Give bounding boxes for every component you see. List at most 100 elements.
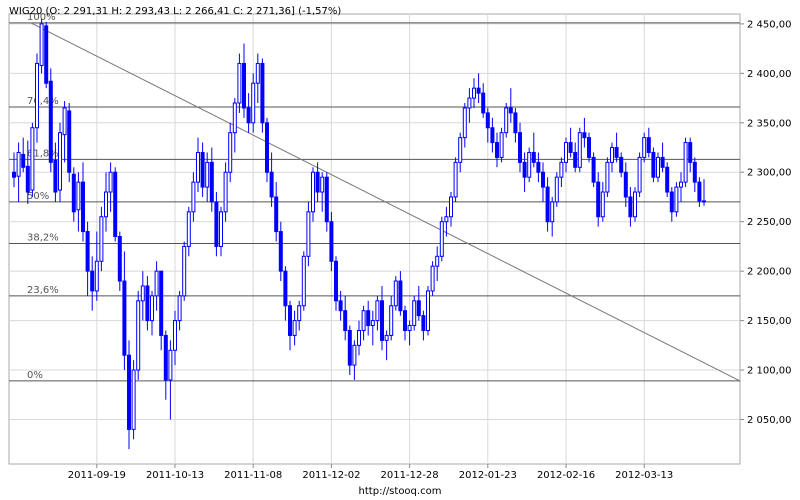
candle <box>182 241 187 301</box>
candle <box>458 132 463 173</box>
candle <box>177 290 182 331</box>
candle-body-down <box>623 171 628 198</box>
candle-body-up <box>430 265 435 292</box>
candle <box>274 182 279 242</box>
candle <box>191 172 196 222</box>
candle-body-up <box>154 270 159 297</box>
candle-body-up <box>577 132 582 168</box>
candle-body-down <box>591 156 596 183</box>
candle <box>168 340 173 420</box>
candle <box>591 152 596 188</box>
candle-body-down <box>338 300 343 312</box>
candle-body-up <box>656 156 660 178</box>
candle <box>513 107 518 143</box>
candle-body-up <box>104 191 108 218</box>
candle <box>656 152 660 183</box>
candle-body-up <box>219 211 223 247</box>
candle <box>614 132 619 163</box>
candle-body-down <box>269 171 274 198</box>
candle-body-down <box>122 280 127 356</box>
candle-body-down <box>651 151 656 178</box>
y-tick-label: 2 050,00 <box>747 415 792 426</box>
x-tick-label: 2011-09-19 <box>68 470 126 481</box>
candle <box>610 142 614 173</box>
candle <box>223 162 228 222</box>
candle-body-down <box>343 310 348 331</box>
candle <box>283 266 288 321</box>
candle-body-up <box>196 151 200 183</box>
candle <box>426 285 430 336</box>
candle-body-up <box>311 171 315 213</box>
source-link[interactable]: http://stooq.com <box>358 486 442 497</box>
candle-body-up <box>412 300 417 327</box>
candle-body-down <box>582 132 587 139</box>
candle-body-up <box>297 305 302 322</box>
candle <box>297 300 302 331</box>
candle <box>219 206 223 257</box>
candle-body-up <box>637 156 642 193</box>
candle-body-down <box>127 354 131 430</box>
candle-body-down <box>85 231 90 272</box>
candle-body-down <box>324 176 329 223</box>
candle <box>508 88 513 123</box>
candle <box>196 137 200 193</box>
candle-body-up <box>527 151 532 178</box>
candle-body-up <box>600 191 605 218</box>
candle-body-up <box>393 280 398 307</box>
candle <box>85 221 90 296</box>
candle-body-down <box>688 142 693 163</box>
candles <box>12 18 706 450</box>
candle-body-down <box>260 62 265 124</box>
candle-body-down <box>53 159 58 193</box>
candle-body-up <box>550 201 555 223</box>
x-tick-label: 2012-02-16 <box>537 470 595 481</box>
candle-body-up <box>467 97 472 109</box>
trendline-layer <box>30 22 741 382</box>
candle-body-up <box>610 147 614 163</box>
candle-body-down <box>246 107 251 124</box>
candle <box>265 117 269 183</box>
candle <box>288 300 292 351</box>
ohlc-header: WIG20 (O: 2 291,31 H: 2 293,43 L: 2 266,… <box>9 6 342 17</box>
candle-body-down <box>159 270 164 336</box>
candle <box>186 206 191 257</box>
candle <box>357 320 361 356</box>
candle-body-up <box>173 320 177 351</box>
x-tick-label: 2011-12-02 <box>302 470 360 481</box>
candle-body-down <box>541 171 545 188</box>
candle <box>674 182 679 217</box>
x-tick-label: 2011-12-28 <box>381 470 439 481</box>
candle <box>490 117 495 153</box>
candle-body-up <box>702 200 706 203</box>
candle-body-down <box>614 147 619 158</box>
candle-body-up <box>605 161 610 193</box>
candle <box>94 231 99 301</box>
candle-body-down <box>660 156 665 168</box>
candle <box>536 152 541 183</box>
candle <box>633 187 637 222</box>
candle <box>159 270 164 351</box>
candle-body-up <box>191 181 196 213</box>
fib-level-label: 50% <box>27 191 49 202</box>
candle <box>669 187 674 222</box>
candle <box>600 182 605 222</box>
candle-body-down <box>665 166 670 193</box>
candle <box>154 261 159 311</box>
candle-body-down <box>366 310 371 327</box>
x-axis: 2011-09-19 2011-10-13 2011-11-08 2011-12-02… <box>68 464 673 481</box>
candle <box>416 285 421 321</box>
candle-body-down <box>669 191 674 213</box>
candle <box>550 196 555 237</box>
candle <box>48 68 53 173</box>
candle <box>228 122 233 183</box>
candle-body-up <box>472 87 476 99</box>
candle <box>315 162 320 202</box>
candle-body-down <box>416 300 421 317</box>
candle-body-up <box>140 285 145 302</box>
candle-body-up <box>504 107 509 134</box>
candle-body-up <box>30 127 35 191</box>
candle <box>412 295 417 331</box>
candle <box>485 107 490 143</box>
candle-body-up <box>223 171 228 213</box>
candle-body-up <box>458 137 463 163</box>
